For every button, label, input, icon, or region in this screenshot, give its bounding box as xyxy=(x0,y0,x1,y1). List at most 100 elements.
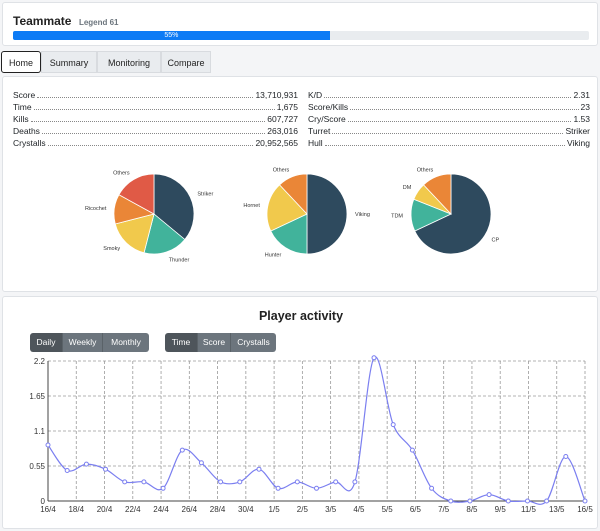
stat-label: Cry/Score xyxy=(308,114,346,124)
activity-data-point[interactable] xyxy=(122,479,128,485)
activity-data-point[interactable] xyxy=(505,498,511,504)
stat-value: 13,710,931 xyxy=(255,90,298,100)
activity-data-point[interactable] xyxy=(294,479,300,485)
stat-value: 23 xyxy=(580,102,590,112)
stat-leader xyxy=(324,97,572,98)
player-title: Teammate Legend 61 xyxy=(13,12,119,30)
stat-leader xyxy=(37,97,254,98)
x-tick-label: 8/5 xyxy=(466,505,478,514)
activity-data-point[interactable] xyxy=(141,479,147,485)
player-name: Teammate xyxy=(13,14,72,28)
stat-value: 1,675 xyxy=(276,102,298,112)
pie-slice-viking xyxy=(306,173,348,255)
x-tick-label: 16/4 xyxy=(40,505,56,514)
x-tick-label: 18/4 xyxy=(68,505,84,514)
rank-progress-bar: 55% xyxy=(13,31,589,40)
pie-slice-hunter xyxy=(270,213,308,255)
y-tick-label: 0.55 xyxy=(29,462,45,471)
activity-line-chart: 0 0.55 1.1 1.65 2.2 16/4 18/4 20/4 22/4 24/4 26/4 2… xyxy=(29,355,593,514)
x-tick-label: 22/4 xyxy=(125,505,141,514)
x-tick-label: 24/4 xyxy=(153,505,169,514)
pie-slice-others xyxy=(279,173,308,216)
activity-data-point[interactable] xyxy=(448,498,454,504)
activity-series-line xyxy=(47,356,586,505)
tab-summary[interactable]: Summary xyxy=(41,51,97,73)
activity-data-point[interactable] xyxy=(237,479,243,485)
activity-data-point[interactable] xyxy=(352,479,358,485)
stat-row-crystalls: Crystalls 20,952,565 xyxy=(13,138,298,149)
usage-pie-charts: Striker Thunder Smoky Ricochet Others Viking H… xyxy=(85,167,500,263)
activity-data-point[interactable] xyxy=(45,442,51,448)
stat-value: Viking xyxy=(567,138,590,148)
activity-title: Player activity xyxy=(258,309,344,323)
pie-slice-thunder xyxy=(143,213,186,255)
activity-panel: 0 0.55 1.1 1.65 2.2 16/4 18/4 20/4 22/4 24/4 26/4 2… xyxy=(2,296,598,529)
stat-row-kd: K/D 2.31 xyxy=(308,90,590,101)
x-tick-label: 3/5 xyxy=(325,505,337,514)
stat-row-time: Time 1,675 xyxy=(13,102,298,113)
activity-data-point[interactable] xyxy=(83,461,89,467)
time-button[interactable]: Time xyxy=(165,333,198,352)
x-tick-label: 5/5 xyxy=(382,505,394,514)
activity-data-point[interactable] xyxy=(103,466,108,472)
stat-label: Crystalls xyxy=(13,138,46,148)
activity-data-point[interactable] xyxy=(256,466,262,472)
activity-data-point[interactable] xyxy=(160,485,166,491)
activity-data-point[interactable] xyxy=(371,355,377,361)
period-button-group: Daily Weekly Monthly xyxy=(30,333,149,352)
weekly-button[interactable]: Weekly xyxy=(63,333,103,352)
activity-data-point[interactable] xyxy=(582,498,588,504)
activity-data-point[interactable] xyxy=(467,498,473,504)
pie-label: CP xyxy=(492,238,500,244)
x-tick-label: 26/4 xyxy=(182,505,198,514)
activity-data-point[interactable] xyxy=(486,492,492,498)
tab-home[interactable]: Home xyxy=(1,51,41,73)
stat-label: Kills xyxy=(13,114,29,124)
activity-data-point[interactable] xyxy=(275,485,281,491)
x-tick-label: 20/4 xyxy=(97,505,113,514)
activity-data-point[interactable] xyxy=(390,422,396,428)
stat-row-turret: Turret Striker xyxy=(308,126,590,137)
stat-leader xyxy=(332,133,564,134)
activity-data-point[interactable] xyxy=(179,447,185,453)
pie-slice-smoky xyxy=(114,213,155,254)
player-header: Teammate Legend 61 55% xyxy=(2,2,598,46)
x-tick-label: 9/5 xyxy=(495,505,507,514)
score-button[interactable]: Score xyxy=(198,333,231,352)
daily-button[interactable]: Daily xyxy=(30,333,63,352)
stat-leader xyxy=(33,109,275,110)
activity-data-point[interactable] xyxy=(429,485,435,491)
pie-label: Others xyxy=(417,167,434,173)
stat-value: Striker xyxy=(565,126,590,136)
x-tick-label: 1/5 xyxy=(269,505,281,514)
activity-data-point[interactable] xyxy=(525,498,530,504)
y-tick-label: 1.1 xyxy=(34,427,46,436)
activity-data-point[interactable] xyxy=(544,498,550,504)
activity-data-point[interactable] xyxy=(198,460,204,466)
monthly-button[interactable]: Monthly xyxy=(103,333,149,352)
crystalls-button[interactable]: Crystalls xyxy=(231,333,276,352)
pie-label: DM xyxy=(403,185,412,191)
tab-monitoring[interactable]: Monitoring xyxy=(97,51,161,73)
pie-slice-cp xyxy=(414,173,492,255)
tab-compare[interactable]: Compare xyxy=(161,51,211,73)
activity-data-point[interactable] xyxy=(333,479,339,485)
pie-label: Smoky xyxy=(103,246,120,252)
activity-data-point[interactable] xyxy=(563,454,569,459)
activity-data-point[interactable] xyxy=(64,468,70,473)
stats-panel: Score 13,710,931 Time 1,675 Kills 607,72… xyxy=(2,76,598,292)
activity-data-point[interactable] xyxy=(314,485,319,491)
pie-label: Ricochet xyxy=(85,206,107,212)
pie-label: Hornet xyxy=(243,203,260,209)
player-rank: Legend 61 xyxy=(78,18,119,27)
pie-slice-others xyxy=(423,173,452,216)
activity-data-point[interactable] xyxy=(409,447,415,453)
pie-slice-hornet xyxy=(266,184,308,232)
stat-label: Turret xyxy=(308,126,331,136)
x-tick-label: 13/5 xyxy=(549,505,565,514)
activity-data-point[interactable] xyxy=(218,479,224,485)
stat-label: Deaths xyxy=(13,126,40,136)
y-tick-label: 2.2 xyxy=(34,357,46,366)
pie-slice-others xyxy=(118,173,155,215)
x-tick-label: 30/4 xyxy=(238,505,254,514)
